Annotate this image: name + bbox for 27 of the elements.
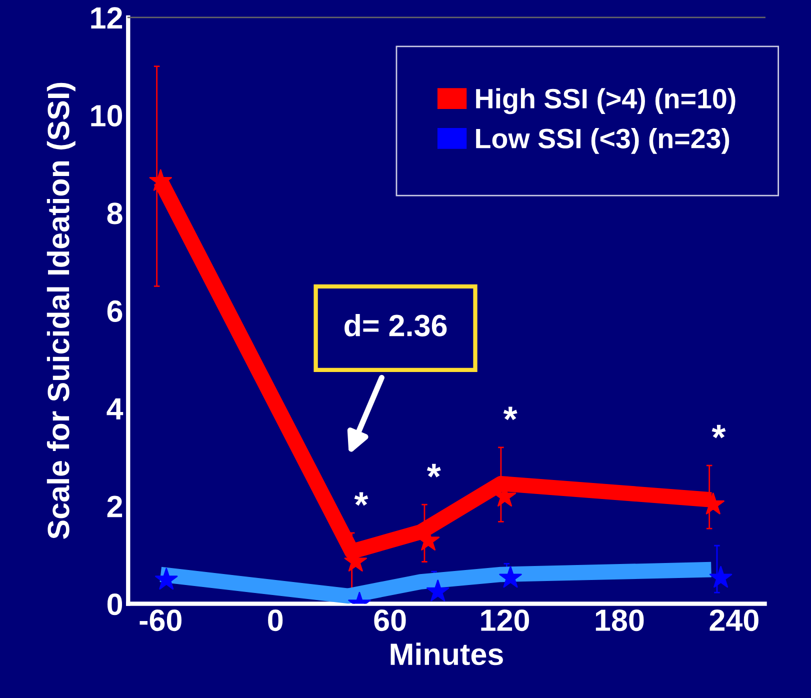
y-axis-title: Scale for Suicidal Ideation (SSI) [46, 82, 76, 539]
point [155, 568, 178, 590]
point [499, 566, 522, 588]
annotation: * [426, 464, 441, 478]
legend-label: High SSI (>4) (n=10) [476, 88, 736, 114]
x-tick-label: 60 [374, 609, 406, 632]
point [709, 566, 732, 588]
y-tick-label: 0 [107, 594, 122, 616]
point [149, 169, 172, 191]
y-tick-label: 4 [106, 398, 124, 420]
annotation: * [354, 492, 368, 506]
x-tick-label: -60 [140, 609, 182, 632]
y-tick-label: 8 [107, 202, 122, 224]
x-tick-label: 0 [268, 609, 283, 632]
legend-label: Low SSI (<3) (n=23) [476, 128, 730, 154]
y-tick-label: 12 [91, 7, 122, 29]
x-tick-label: 180 [596, 609, 644, 632]
x-tick-label: 120 [481, 609, 530, 632]
y-tick-label: 6 [107, 300, 122, 322]
annotation: d= 2.36 [344, 314, 447, 336]
annotation: * [503, 406, 518, 420]
y-tick-label: 10 [91, 104, 122, 127]
point [426, 580, 450, 602]
x-tick-label: 240 [710, 609, 758, 632]
annotation: * [712, 424, 726, 438]
x-axis-title: Minutes [390, 642, 503, 666]
y-tick-label: 2 [107, 496, 122, 518]
